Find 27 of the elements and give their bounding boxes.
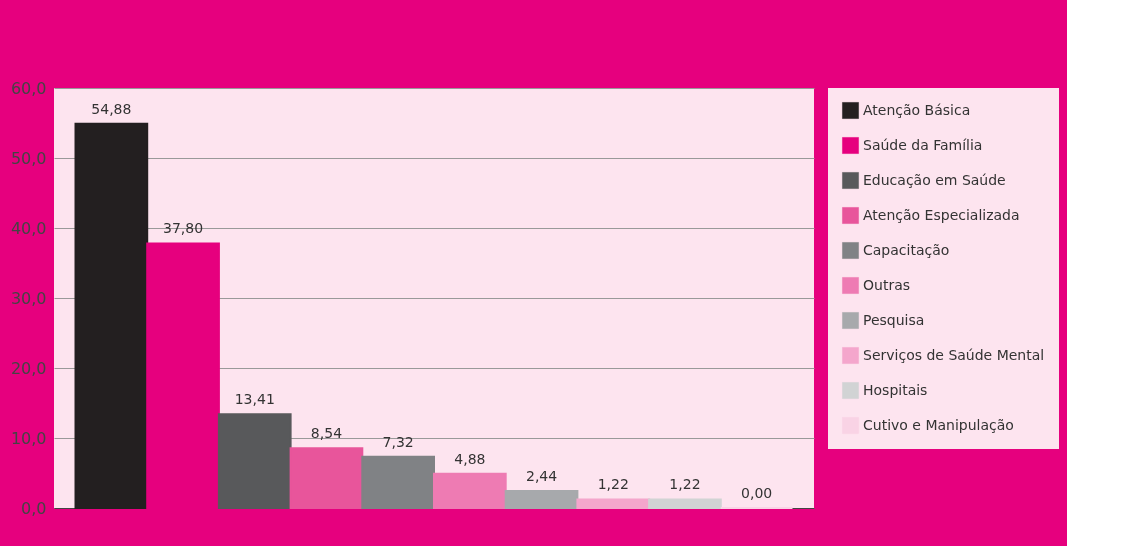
y-tick-label: 0,0 [21,498,47,518]
legend-label: Hospitais [863,381,928,398]
y-tick-label: 10,0 [10,428,47,448]
data-label: 1,22 [669,476,701,493]
legend-label: Cutivo e Manipulação [863,416,1014,433]
legend-label: Serviços de Saúde Mental [863,346,1045,363]
legend-label: Outras [863,276,911,293]
legend-label: Saúde da Família [863,136,983,153]
y-tick-label: 50,0 [10,148,47,168]
y-tick-label: 60,0 [10,78,47,98]
data-label: 13,41 [234,391,275,408]
legend-label: Pesquisa [863,311,925,328]
data-label: 8,54 [310,425,343,442]
data-label: 0,00 [741,485,773,501]
legend-label: Atenção Básica [863,101,971,118]
y-tick-label: 30,0 [10,288,47,308]
data-label: 1,22 [597,476,629,493]
data-label: 37,80 [163,220,204,237]
y-tick-label: 40,0 [10,218,47,238]
data-label: 7,32 [382,433,414,450]
y-tick-label: 20,0 [10,358,47,378]
data-label: 4,88 [454,450,486,467]
legend-label: Educação em Saúde [863,171,1006,188]
legend-label: Capacitação [863,241,950,258]
data-label: 54,88 [91,100,132,117]
data-label: 2,44 [525,467,558,484]
legend-label: Atenção Especializada [863,206,1020,223]
